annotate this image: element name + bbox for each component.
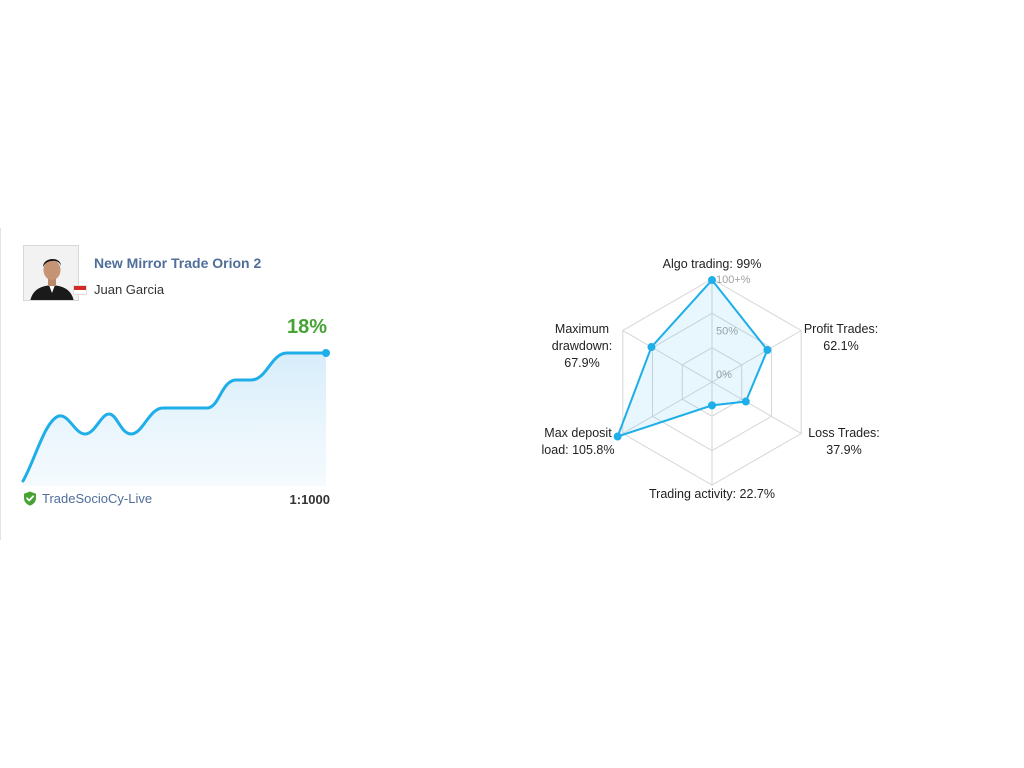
- radar-spoke: [711, 381, 802, 434]
- avatar[interactable]: [23, 245, 79, 301]
- radar-axis-label: Trading activity: 22.7%: [649, 486, 775, 503]
- growth-line: [21, 351, 328, 483]
- radar-spoke: [622, 330, 713, 383]
- radar-axis-label: Loss Trades: 37.9%: [808, 425, 880, 459]
- radar-axis-label-line: 62.1%: [823, 339, 859, 353]
- radar-axis-label: Maximum drawdown: 67.9%: [552, 321, 612, 372]
- radar-axis-label-line: 67.9%: [564, 356, 600, 370]
- growth-chart: [21, 349, 330, 486]
- author-name: Juan Garcia: [94, 282, 165, 297]
- radar-chart: 0% 50% 100+% Algo trading: 99% Profit Trade…: [520, 240, 920, 520]
- avatar-photo: [24, 246, 78, 300]
- radar-axis-label-line: load: 105.8%: [541, 443, 615, 457]
- radar-scale-label: 0%: [716, 369, 732, 381]
- radar-axis-label-line: Algo trading: 99%: [662, 257, 762, 271]
- broker-name: TradeSocioCy-Live: [42, 491, 153, 506]
- radar-point: [741, 397, 750, 406]
- leverage-value: 1:1000: [289, 492, 330, 507]
- radar-point: [708, 276, 716, 285]
- growth-percent: 18%: [286, 316, 327, 338]
- growth-area: [23, 353, 326, 486]
- shield-check-icon: [24, 491, 36, 506]
- radar-scale-label: 50%: [716, 326, 738, 338]
- indonesia-flag-icon: [73, 285, 87, 295]
- radar-axis-label: Max deposit load: 105.8%: [542, 425, 615, 459]
- radar-point: [647, 343, 656, 352]
- radar-axis-label-line: Profit Trades:: [803, 322, 879, 336]
- radar-axis-label-line: 37.9%: [826, 443, 862, 457]
- radar-spoke: [622, 381, 713, 434]
- radar-scale-label: 100+%: [716, 274, 751, 286]
- radar-axis-label-line: Loss Trades:: [808, 426, 880, 440]
- radar-point: [708, 401, 716, 410]
- radar-axis-label-line: Maximum: [554, 322, 610, 336]
- radar-axis-label-line: drawdown:: [551, 339, 613, 353]
- radar-spoke: [711, 330, 802, 383]
- radar-axis-label-line: Trading activity: 22.7%: [649, 487, 775, 501]
- radar-point: [763, 346, 772, 355]
- radar-axis-label: Algo trading: 99%: [663, 256, 762, 273]
- growth-end-point: [322, 349, 330, 357]
- radar-series-shape: [615, 278, 769, 439]
- radar-axis-label-line: Max deposit: [544, 426, 612, 440]
- radar-axis-label: Profit Trades: 62.1%: [804, 321, 878, 355]
- signal-card: New Mirror Trade Orion 2 Juan Garcia 18%…: [0, 228, 341, 540]
- radar-point: [613, 432, 622, 441]
- signal-title-link[interactable]: New Mirror Trade Orion 2: [94, 255, 262, 271]
- radar-svg: 0% 50% 100+%: [613, 274, 802, 486]
- broker-link[interactable]: TradeSocioCy-Live: [23, 491, 152, 506]
